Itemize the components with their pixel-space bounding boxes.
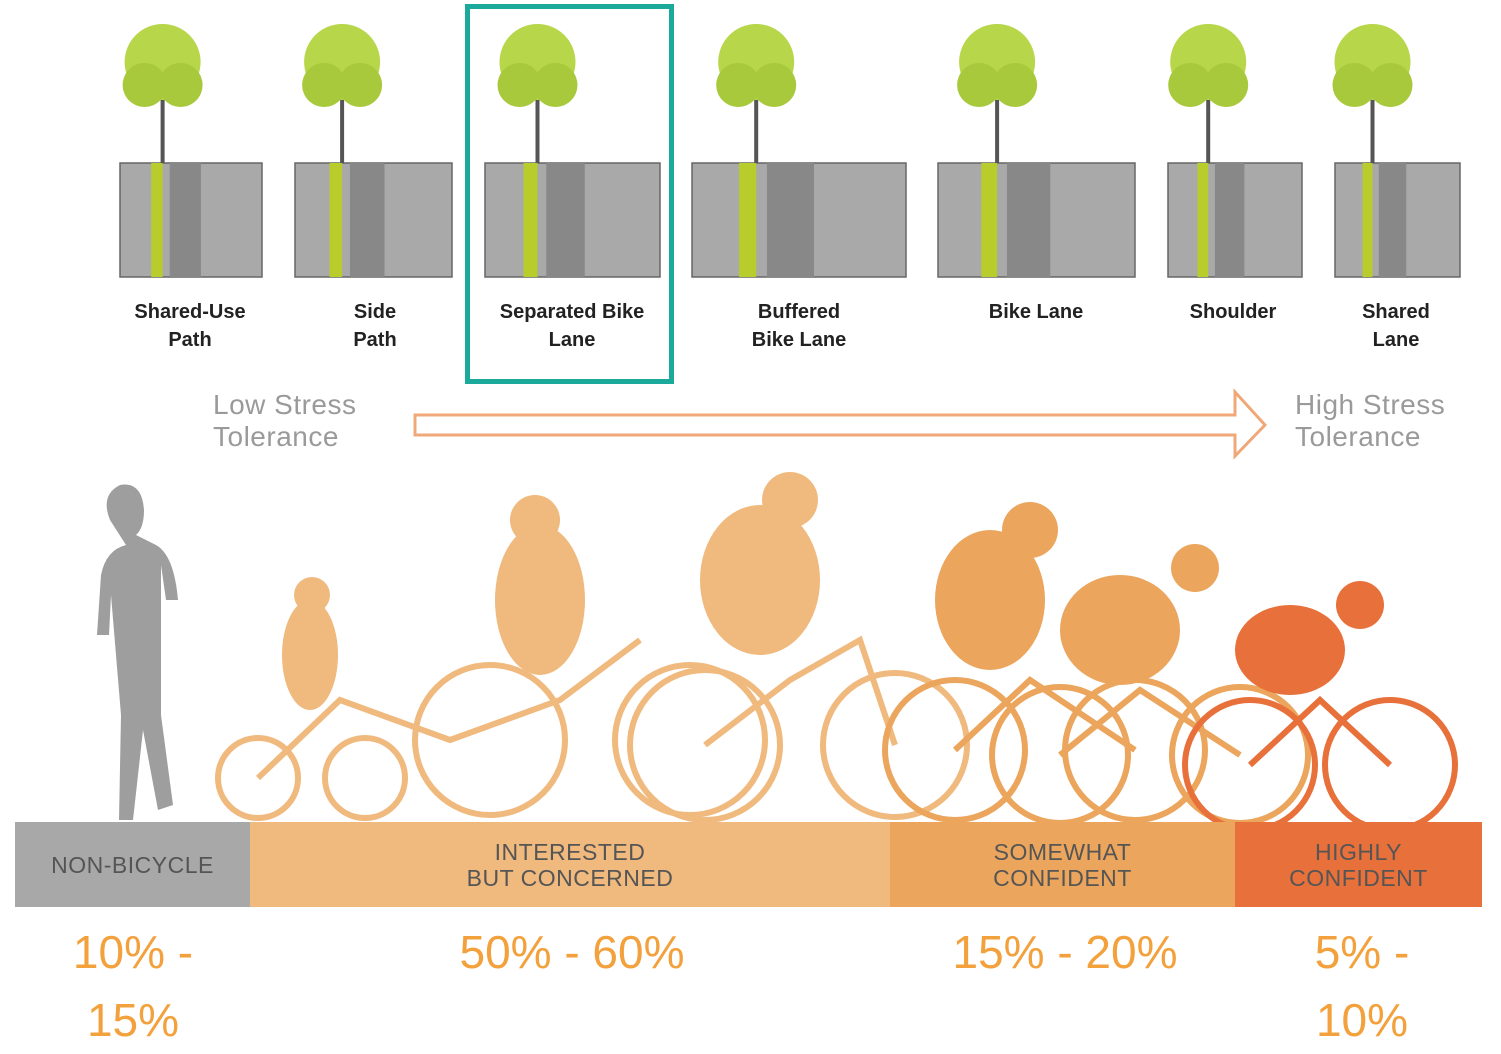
text-line: SOMEWHAT [993, 838, 1132, 865]
tree [993, 63, 1038, 107]
riders [97, 472, 1458, 833]
tree [497, 63, 542, 107]
side-strip [1362, 163, 1373, 277]
text-line: NON-BICYCLE [51, 851, 214, 878]
text-line: Shared-Use [134, 301, 246, 323]
highlight-box [465, 4, 674, 384]
lane [169, 163, 201, 277]
tree [302, 63, 347, 107]
side-strip [523, 163, 538, 277]
tree-trunk [995, 90, 1000, 163]
text-line: Shoulder [1189, 301, 1277, 323]
lane [766, 163, 814, 277]
tree [957, 63, 1002, 107]
tree-trunk [1370, 90, 1375, 163]
text-line: Bike Lane [988, 301, 1084, 323]
tree-trunk [754, 90, 759, 163]
lane [1378, 163, 1407, 277]
tree [1368, 63, 1413, 107]
text-line: Tolerance [213, 421, 339, 452]
text-line: BUT CONCERNED [466, 864, 674, 891]
facility-label: Shared-Use Path [90, 298, 290, 354]
tree [122, 63, 167, 107]
text-line: Lane [548, 329, 596, 351]
text-line: Shared [1362, 301, 1430, 323]
tree-trunk [160, 90, 165, 163]
tree-trunk [535, 90, 540, 163]
text-line: Path [353, 329, 397, 351]
group-bar: SOMEWHAT CONFIDENT [890, 822, 1235, 907]
text-line: Bike Lane [751, 329, 847, 351]
side-strip [739, 163, 757, 277]
tree [158, 63, 203, 107]
facility-label: Side Path [275, 298, 475, 354]
group-bar: HIGHLY CONFIDENT [1235, 822, 1482, 907]
high-stress-label: High Stress Tolerance [1295, 389, 1445, 453]
text-line: High Stress [1295, 389, 1446, 420]
side-strip [981, 163, 998, 277]
text-line: Path [168, 329, 212, 351]
tree-trunk [340, 90, 345, 163]
text-line: CONFIDENT [1289, 864, 1428, 891]
side-strip [1197, 163, 1209, 277]
tree [752, 63, 797, 107]
tree [338, 63, 383, 107]
facility-label: Shoulder [1133, 298, 1333, 326]
facility-label: Bike Lane [936, 298, 1136, 326]
tree [716, 63, 761, 107]
text-line: Separated Bike [499, 301, 645, 323]
lane [1006, 163, 1051, 277]
side-strip [329, 163, 343, 277]
tree [533, 63, 578, 107]
side-strip [151, 163, 163, 277]
group-bar: NON-BICYCLE [15, 822, 250, 907]
facility-label: Separated Bike Lane [472, 298, 672, 354]
group-share: 15% - 20% [952, 926, 1178, 978]
stress-arrow [413, 388, 1268, 460]
text-line: INTERESTED [494, 838, 646, 865]
text-line: Side [353, 301, 397, 323]
low-stress-label: Low Stress Tolerance [213, 389, 357, 453]
facility-label: Shared Lane [1296, 298, 1496, 354]
tree [1332, 63, 1377, 107]
text-line: Buffered [757, 301, 841, 323]
group-bar: INTERESTED BUT CONCERNED [250, 822, 890, 907]
group-share: 10% - 15% [72, 926, 194, 1046]
text-line: Tolerance [1295, 421, 1421, 452]
tree [1204, 63, 1249, 107]
tree-trunk [1206, 90, 1211, 163]
text-line: Lane [1372, 329, 1420, 351]
text-line: Low Stress [213, 389, 357, 420]
text-line: CONFIDENT [993, 864, 1132, 891]
facility-label: Buffered Bike Lane [699, 298, 899, 354]
lane [349, 163, 385, 277]
text-line: HIGHLY [1315, 838, 1402, 865]
lane [1214, 163, 1245, 277]
group-share: 50% - 60% [459, 926, 685, 978]
lane [546, 163, 585, 277]
group-share: 5% - 10% [1314, 926, 1410, 1046]
tree [1168, 63, 1213, 107]
